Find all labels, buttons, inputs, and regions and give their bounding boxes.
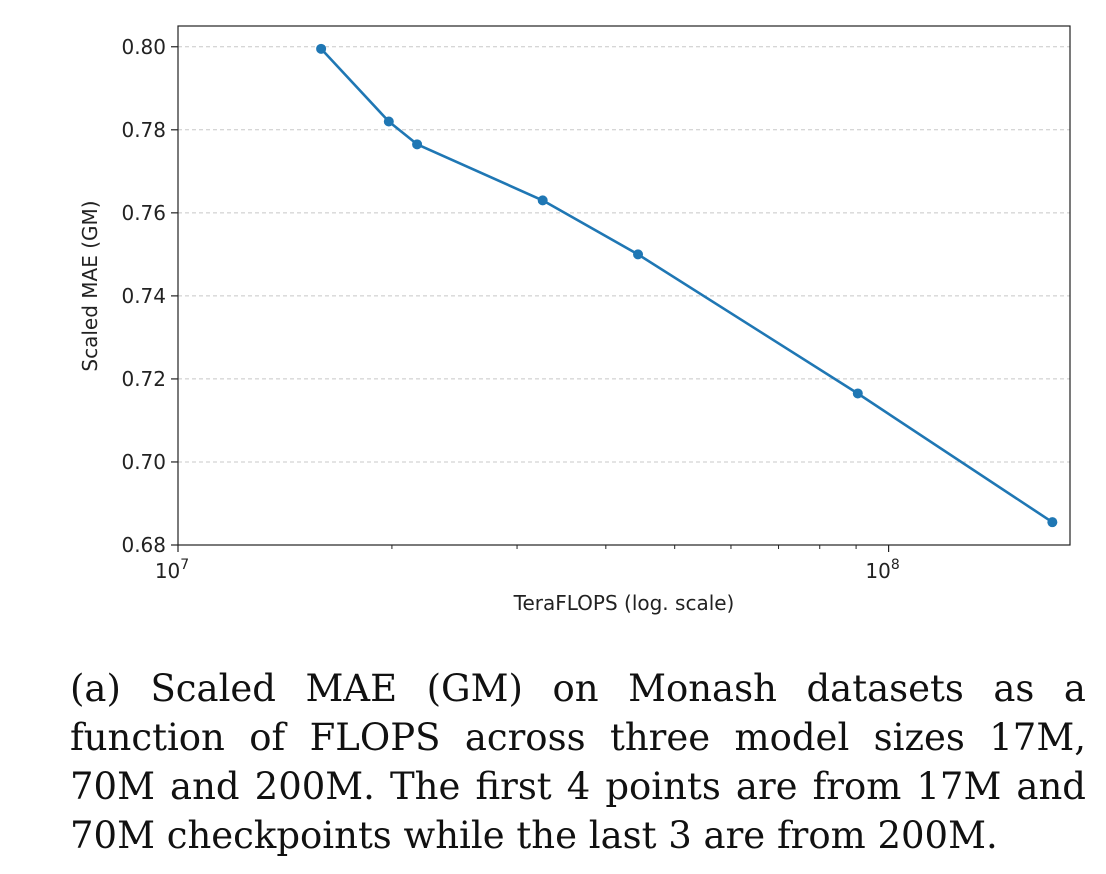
data-point [1047, 517, 1058, 528]
data-points [316, 43, 1058, 528]
plot-area-frame [177, 25, 1071, 546]
y-tick-label: 0.76 [121, 201, 166, 225]
series-line [320, 47, 1054, 524]
data-point [852, 388, 863, 399]
data-point [316, 43, 327, 54]
x-tick-label: 107 [155, 557, 189, 583]
y-tick-label: 0.78 [121, 118, 166, 142]
series-line-group [320, 47, 1054, 524]
grid-lines [178, 46, 1070, 463]
x-minor-ticks [391, 545, 857, 549]
y-axis-label: Scaled MAE (GM) [78, 200, 102, 371]
axis-ticks: 0.68 0.70 0.72 0.74 0.76 0.78 0.80 107 108 [121, 35, 899, 583]
x-axis-label: TeraFLOPS (log. scale) [513, 591, 735, 615]
y-tick-label: 0.80 [121, 35, 166, 59]
y-tick-label: 0.72 [121, 367, 166, 391]
data-point [633, 249, 644, 260]
y-tick-label: 0.74 [121, 284, 166, 308]
data-point [383, 116, 394, 127]
chart: 0.68 0.70 0.72 0.74 0.76 0.78 0.80 107 108 TeraF… [78, 25, 1071, 615]
x-tick-label: 108 [865, 557, 899, 583]
data-point [537, 195, 548, 206]
data-point [412, 139, 423, 150]
y-tick-label: 0.68 [121, 533, 166, 557]
figure-caption: (a) Scaled MAE (GM) on Monash datasets a… [70, 667, 1086, 857]
y-tick-label: 0.70 [121, 450, 166, 474]
